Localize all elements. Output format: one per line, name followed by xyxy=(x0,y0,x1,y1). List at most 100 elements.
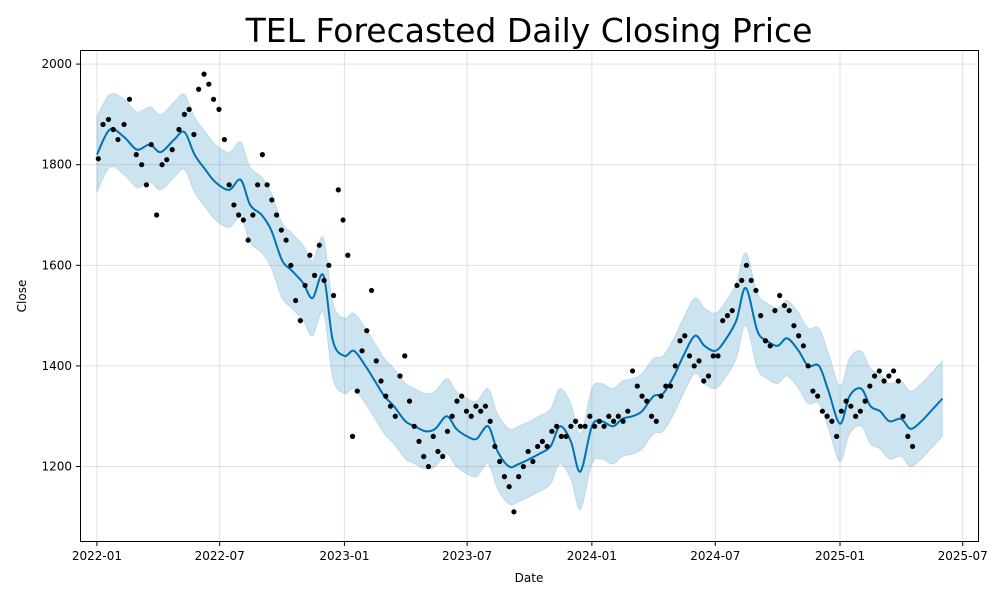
observed-point xyxy=(307,252,313,258)
observed-point xyxy=(196,86,202,92)
x-tick-label: 2023-07 xyxy=(442,549,492,563)
observed-point xyxy=(525,448,531,455)
observed-point xyxy=(478,408,484,414)
observed-point xyxy=(871,373,878,379)
observed-point xyxy=(549,428,555,434)
observed-point xyxy=(857,408,863,414)
observed-point xyxy=(677,338,683,344)
observed-point xyxy=(148,141,154,148)
observed-point xyxy=(777,292,783,299)
x-tick-label: 2022-07 xyxy=(195,549,245,563)
observed-point xyxy=(492,443,498,450)
observed-point xyxy=(440,453,446,460)
observed-point xyxy=(115,136,121,143)
observed-point xyxy=(691,363,697,369)
observed-point xyxy=(121,121,127,128)
observed-point xyxy=(274,212,280,218)
observed-point xyxy=(425,463,432,470)
observed-point xyxy=(354,388,360,394)
observed-point xyxy=(288,262,294,268)
observed-point xyxy=(539,438,545,444)
observed-point xyxy=(895,378,901,384)
observed-point xyxy=(815,393,821,399)
observed-point xyxy=(686,353,693,359)
observed-point xyxy=(169,147,175,153)
observed-point xyxy=(164,157,170,163)
x-tick-label: 2025-01 xyxy=(815,549,865,563)
observed-point xyxy=(843,398,849,404)
observed-point xyxy=(905,433,911,439)
observed-point xyxy=(715,353,721,359)
observed-point xyxy=(259,152,265,158)
observed-point xyxy=(573,418,579,424)
observed-point xyxy=(416,438,422,444)
observed-point xyxy=(373,358,379,364)
observed-point xyxy=(402,353,408,359)
observed-point xyxy=(791,323,797,329)
observed-point xyxy=(606,413,612,419)
observed-point xyxy=(648,413,655,419)
observed-point xyxy=(335,187,341,193)
observed-point xyxy=(449,413,455,419)
observed-point xyxy=(444,428,451,434)
observed-point xyxy=(221,136,228,143)
x-axis-label: Date xyxy=(515,571,544,585)
observed-point xyxy=(459,393,465,399)
observed-point xyxy=(601,423,607,429)
observed-point xyxy=(511,509,517,515)
y-tick-label: 1800 xyxy=(41,158,72,172)
observed-point xyxy=(139,162,145,168)
observed-point xyxy=(748,277,754,284)
observed-point xyxy=(181,111,188,117)
y-tick-label: 1400 xyxy=(41,359,72,373)
observed-point xyxy=(236,212,242,218)
chart-title: TEL Forecasted Daily Closing Price xyxy=(245,11,813,50)
observed-point xyxy=(186,106,192,112)
observed-point xyxy=(625,408,631,414)
observed-point xyxy=(154,212,160,218)
observed-point xyxy=(805,363,811,369)
observed-point xyxy=(724,313,731,319)
observed-point xyxy=(345,252,351,258)
observed-point xyxy=(876,368,882,374)
observed-point xyxy=(838,408,844,414)
observed-point xyxy=(326,262,332,268)
observed-point xyxy=(829,418,835,424)
observed-point xyxy=(739,277,745,284)
forecast-line-layer xyxy=(96,127,944,473)
observed-point xyxy=(767,343,773,349)
observed-point xyxy=(316,242,322,248)
observed-point xyxy=(824,413,830,419)
observed-point xyxy=(672,363,678,369)
observed-point xyxy=(758,313,764,319)
observed-point xyxy=(568,423,574,429)
observed-point xyxy=(378,378,384,384)
observed-point xyxy=(554,423,560,429)
observed-point xyxy=(644,398,650,404)
observed-point xyxy=(563,433,569,439)
observed-point xyxy=(176,126,182,133)
observed-point xyxy=(862,398,868,404)
x-tick-label: 2023-01 xyxy=(319,549,369,563)
observed-point xyxy=(653,418,659,424)
observed-point xyxy=(867,383,873,389)
observed-point xyxy=(105,116,112,123)
observed-point xyxy=(406,398,413,404)
x-tick-label: 2022-01 xyxy=(72,549,122,563)
observed-point xyxy=(705,373,712,379)
observed-point xyxy=(302,282,308,289)
observed-point xyxy=(292,297,299,304)
observed-point xyxy=(397,373,403,379)
observed-point xyxy=(701,378,707,384)
observed-point xyxy=(729,307,735,314)
observed-point xyxy=(283,237,289,243)
observed-point xyxy=(191,131,197,138)
observed-point xyxy=(658,393,664,399)
y-axis-ticks: 1200 1400 1600 1800 2000 xyxy=(41,57,80,474)
observed-point xyxy=(753,287,759,294)
observed-point xyxy=(734,282,740,289)
observed-point xyxy=(143,182,150,188)
observed-point xyxy=(201,71,207,77)
observed-point xyxy=(786,307,792,314)
observed-point xyxy=(435,448,441,455)
